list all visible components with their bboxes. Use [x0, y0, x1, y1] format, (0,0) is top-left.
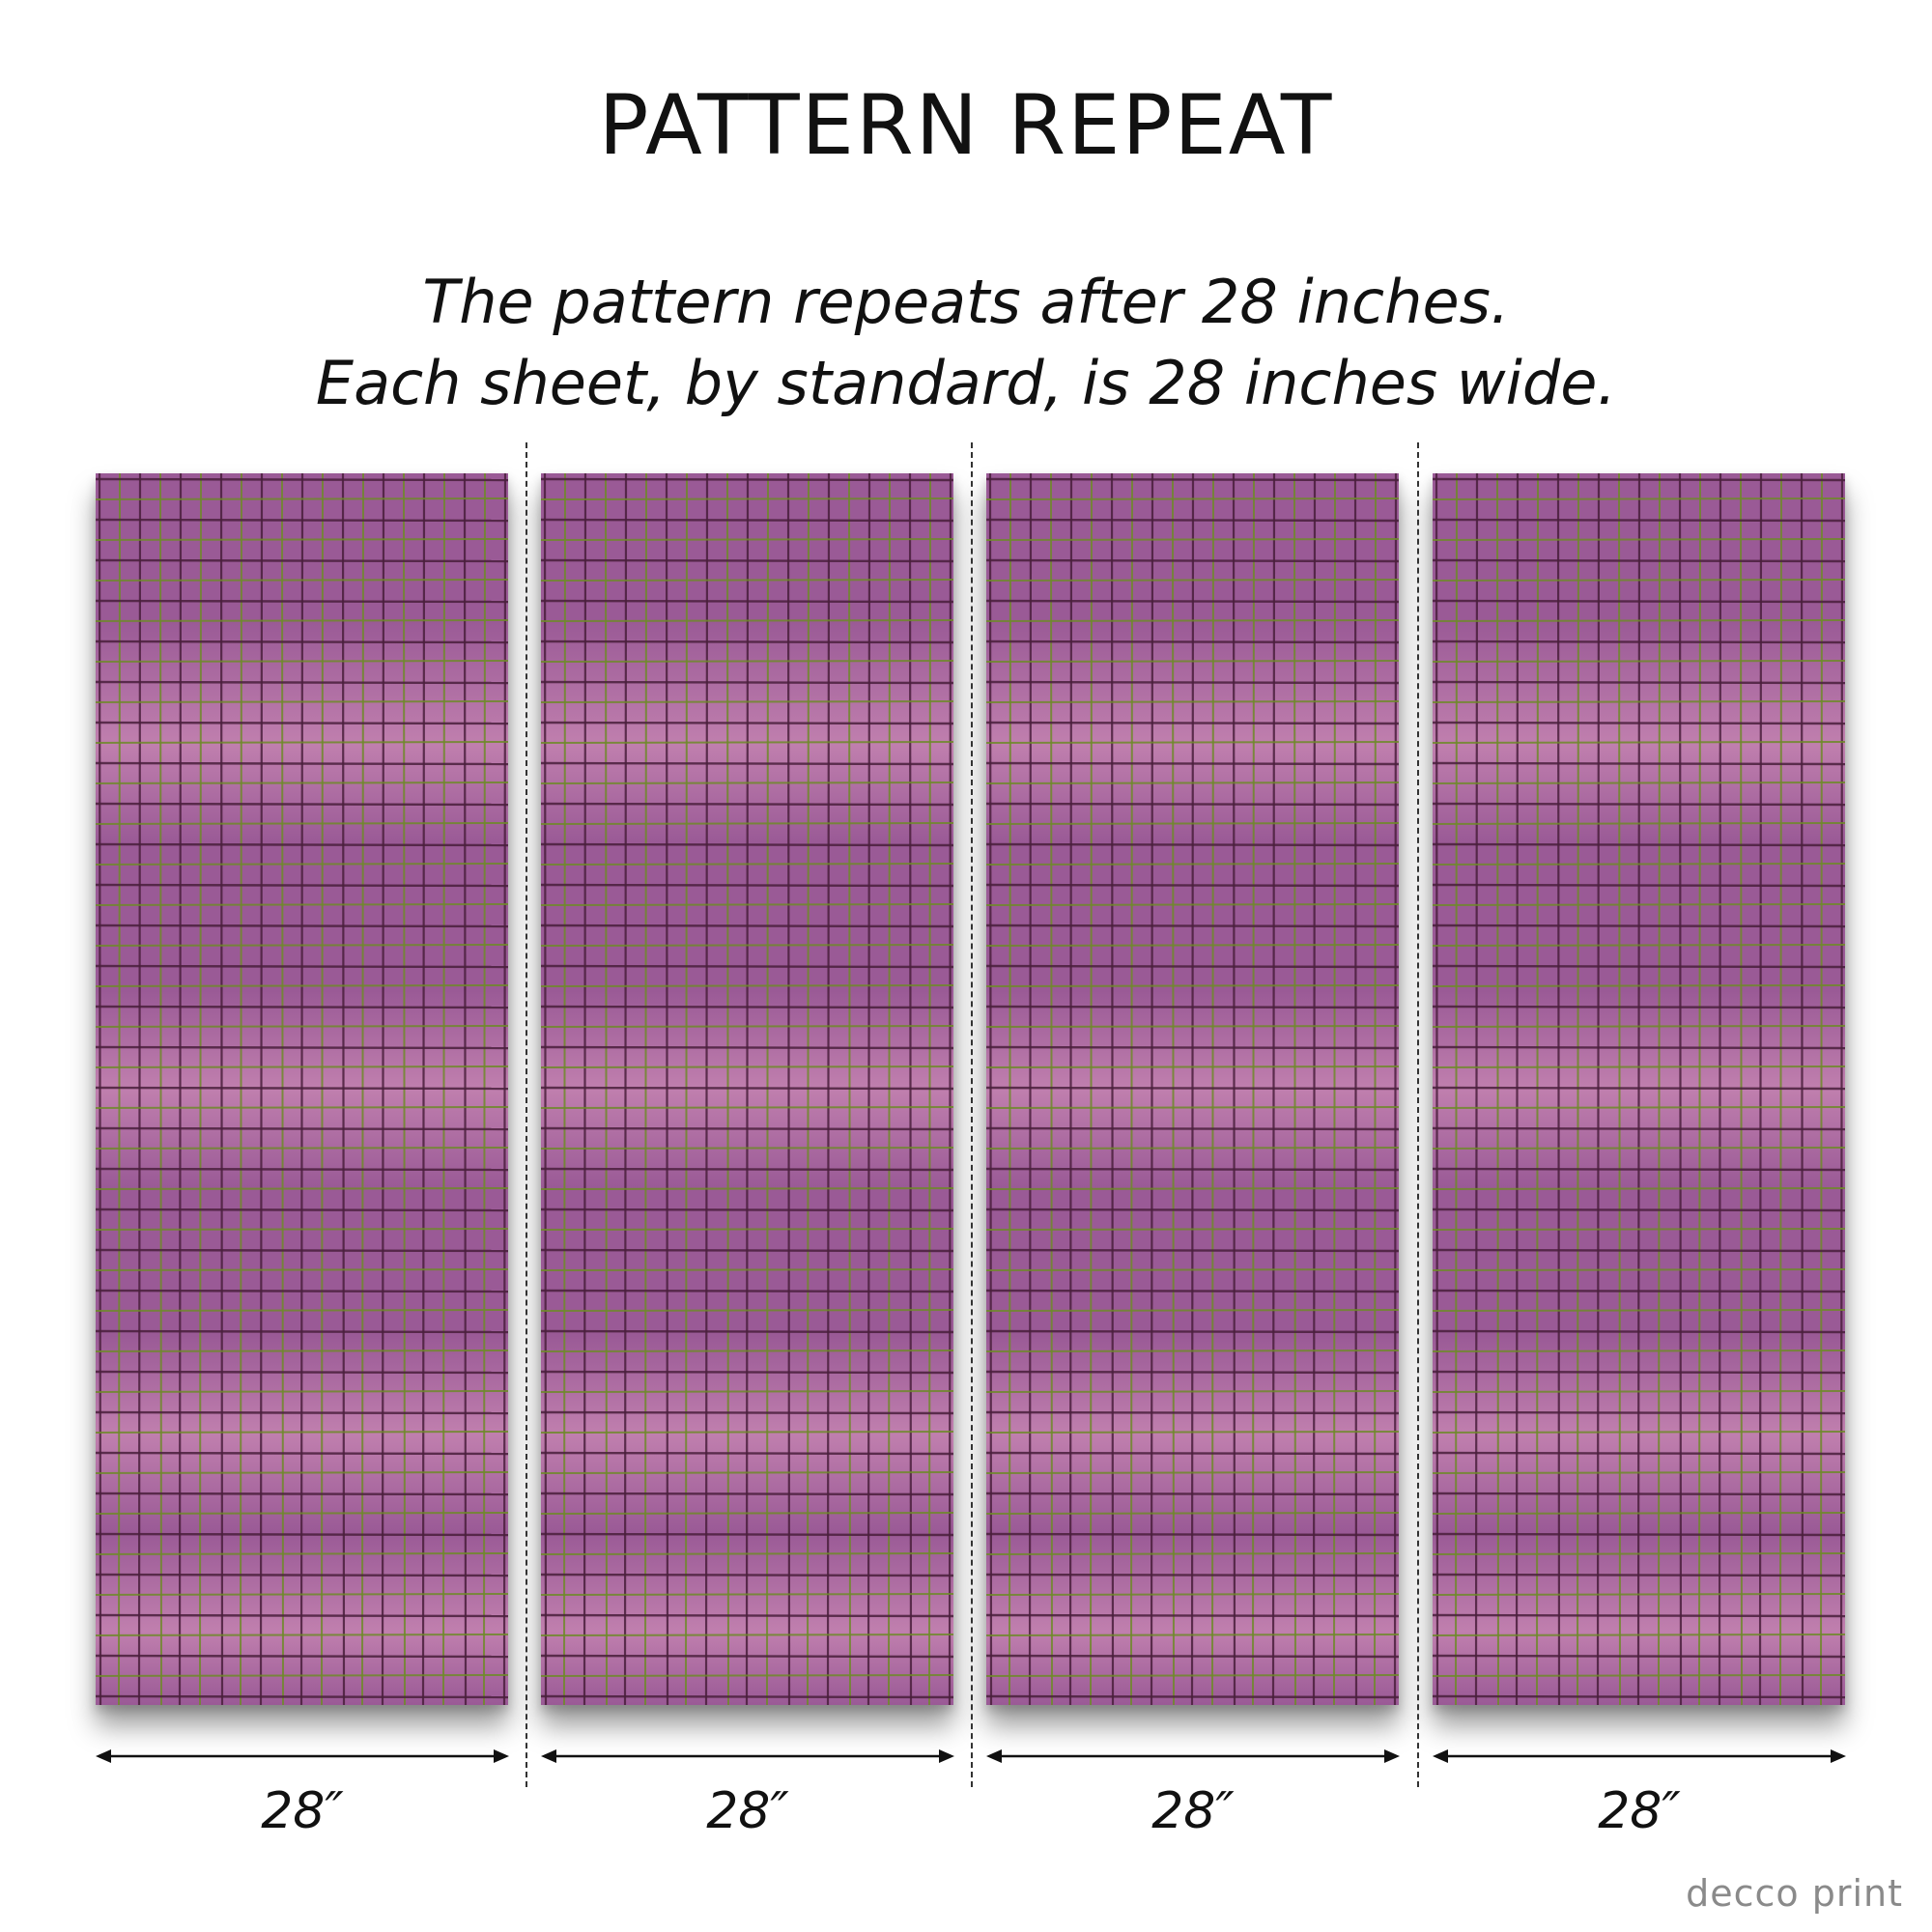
sheet-divider [526, 442, 527, 1787]
sheet-divider [1417, 442, 1419, 1787]
width-arrow [986, 1749, 1400, 1763]
subtitle-line-1: The pattern repeats after 28 inches. [422, 267, 1510, 337]
wallpaper-sheet-2 [541, 473, 953, 1705]
plaid-pattern [1433, 473, 1845, 1705]
width-arrow [541, 1749, 954, 1763]
width-arrow [1433, 1749, 1846, 1763]
width-arrow [96, 1749, 509, 1763]
page-title: PATTERN REPEAT [598, 77, 1334, 174]
sheet-width-label: 28″ [261, 1782, 344, 1840]
sheet-width-label: 28″ [1598, 1782, 1681, 1840]
plaid-pattern [96, 473, 508, 1705]
plaid-pattern [986, 473, 1399, 1705]
brand-logo: decco print [1686, 1872, 1903, 1915]
wallpaper-sheet-4 [1433, 473, 1845, 1705]
plaid-pattern [541, 473, 953, 1705]
sheet-width-label: 28″ [706, 1782, 789, 1840]
sheet-width-label: 28″ [1151, 1782, 1235, 1840]
wallpaper-sheet-1 [96, 473, 508, 1705]
sheet-divider [971, 442, 973, 1787]
subtitle-line-2: Each sheet, by standard, is 28 inches wi… [315, 348, 1617, 418]
wallpaper-sheet-3 [986, 473, 1399, 1705]
